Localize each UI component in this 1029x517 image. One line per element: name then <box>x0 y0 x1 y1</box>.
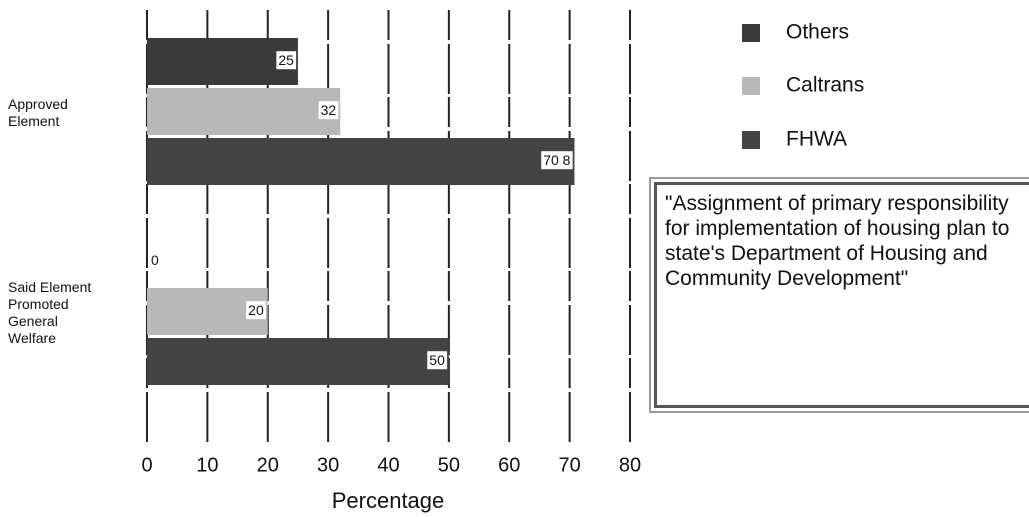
bar <box>147 38 298 85</box>
bar <box>147 138 575 185</box>
x-axis-label: Percentage <box>332 488 445 513</box>
bar <box>147 338 449 385</box>
legend-swatch <box>742 24 760 42</box>
x-tick-label: 60 <box>498 454 520 476</box>
x-tick-label: 40 <box>377 454 399 476</box>
x-tick-label: 70 <box>559 454 581 476</box>
legend-swatch <box>742 131 760 149</box>
legend-label: Others <box>786 21 849 44</box>
x-tick-label: 50 <box>438 454 460 476</box>
value-label: 70 8 <box>543 152 570 168</box>
value-label: 50 <box>429 352 445 368</box>
value-label-bg <box>276 51 297 70</box>
value-label-bg <box>318 101 339 120</box>
value-label: 0 <box>151 252 159 268</box>
x-tick-label: 20 <box>257 454 279 476</box>
x-tick-label: 30 <box>317 454 339 476</box>
category-label: Said Element Promoted General Welfare <box>8 279 92 346</box>
x-tick-label: 80 <box>619 454 641 476</box>
x-tick-label: 0 <box>141 454 152 476</box>
value-label: 25 <box>278 52 294 68</box>
value-label: 32 <box>321 102 337 118</box>
value-label: 20 <box>248 302 264 318</box>
value-label-bg <box>427 351 448 370</box>
legend-label: Caltrans <box>786 74 864 97</box>
legend-swatch <box>742 77 760 95</box>
legend-label: FHWA <box>786 128 847 151</box>
category-label: Approved Element <box>8 96 68 129</box>
x-tick-label: 10 <box>196 454 218 476</box>
value-label-bg <box>246 301 266 320</box>
bar <box>147 88 341 135</box>
value-label-bg <box>541 151 573 170</box>
annotation: "Assignment of primary responsibility fo… <box>649 177 1029 413</box>
